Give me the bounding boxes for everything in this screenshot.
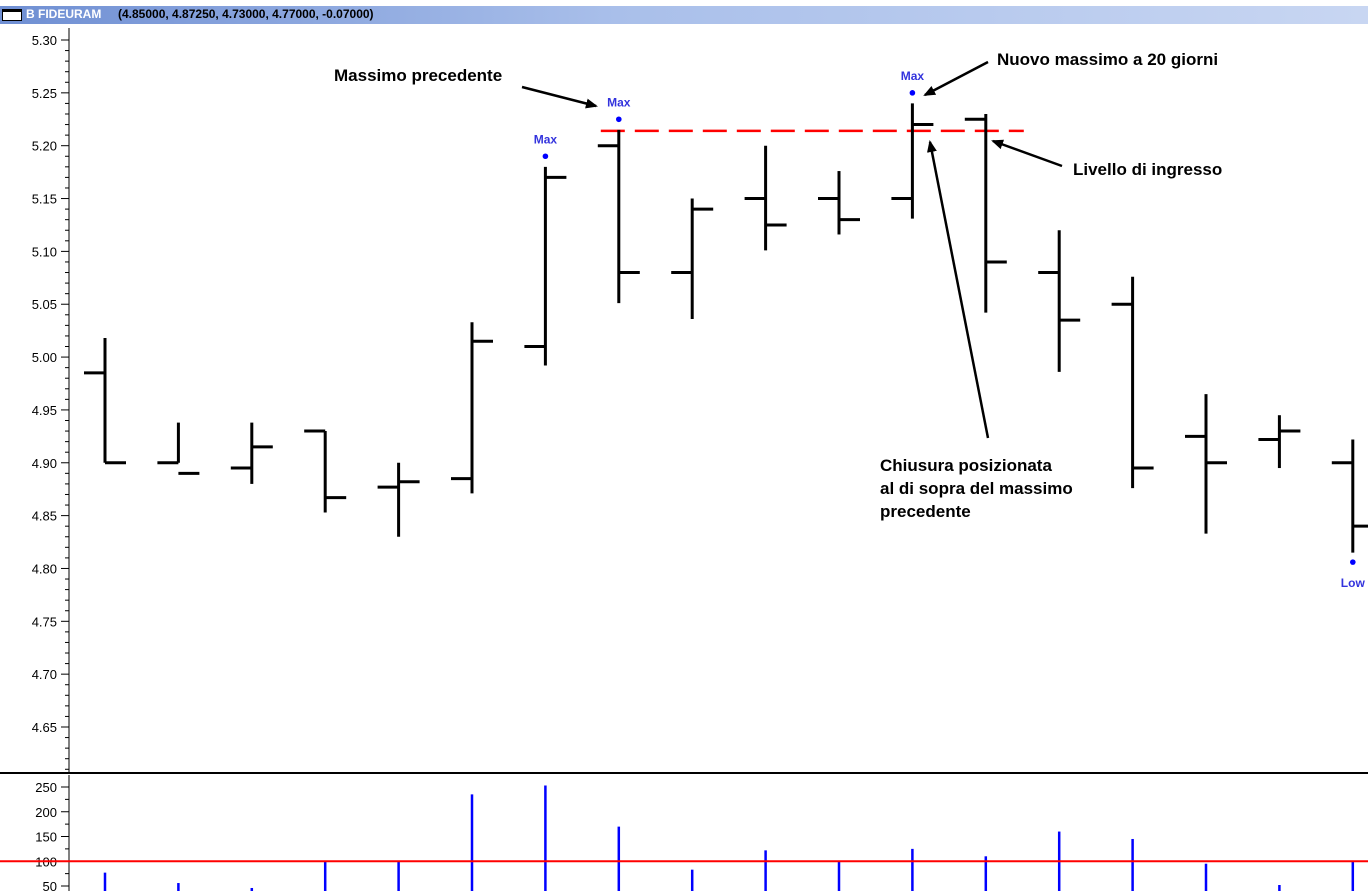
price-tick-label: 4.90	[32, 456, 57, 471]
price-tick-label: 4.75	[32, 614, 57, 629]
annotations: Massimo precedente Nuovo massimo a 20 gi…	[334, 50, 1222, 521]
annotation-close-line3: precedente	[880, 502, 971, 521]
marker-dot	[1350, 559, 1356, 565]
price-tick-label: 4.95	[32, 403, 57, 418]
price-pane: 5.30 5.25 5.20 5.15 5.10 5.05 5.00 4.95 4.90 4.85…	[0, 28, 1368, 774]
symbol-name: B FIDEURAM	[26, 7, 102, 21]
volume-tick-label: 200	[35, 805, 57, 820]
ohlc-bar	[597, 129, 640, 304]
annotation-new-high: Nuovo massimo a 20 giorni	[997, 50, 1218, 69]
arrow-entry-level	[991, 139, 1063, 168]
ohlc-bar	[304, 429, 347, 513]
price-tick-label: 5.00	[32, 350, 57, 365]
price-tick-label: 5.20	[32, 139, 57, 154]
ohlc-bar	[1258, 415, 1301, 469]
ohlc-bar	[377, 462, 420, 537]
marker-label: Max	[901, 69, 925, 83]
annotation-previous-high: Massimo precedente	[334, 66, 502, 85]
price-tick-label: 5.10	[32, 244, 57, 259]
ohlc-bar	[744, 145, 787, 251]
arrow-close-above	[927, 140, 990, 439]
marker-label: Low	[1341, 576, 1366, 590]
annotation-close-line2: al di sopra del massimo	[880, 479, 1073, 498]
annotation-close-line1: Chiusura posizionata	[880, 456, 1052, 475]
ohlc-bar	[1185, 394, 1227, 534]
price-tick-label: 4.70	[32, 667, 57, 682]
price-tick-label: 5.05	[32, 297, 57, 312]
ohlc-bar	[1038, 230, 1081, 372]
ohlc-readout: (4.85000, 4.87250, 4.73000, 4.77000, -0.…	[118, 7, 374, 21]
price-tick-label: 5.15	[32, 192, 57, 207]
ohlc-bar	[451, 322, 493, 494]
volume-tick-label: 150	[35, 830, 57, 845]
annotation-entry-level: Livello di ingresso	[1073, 160, 1222, 179]
ohlc-bar	[524, 166, 567, 366]
ohlc-bar	[84, 338, 126, 465]
marker-label: Max	[534, 132, 558, 146]
arrow-previous-high	[521, 85, 598, 109]
ohlc-bar	[818, 171, 860, 235]
ohlc-bar	[1331, 439, 1368, 553]
ohlc-bars	[84, 103, 1368, 553]
arrow-new-high	[923, 60, 989, 97]
ohlc-bar	[230, 422, 273, 484]
price-tick-label: 4.65	[32, 720, 57, 735]
marker-dot	[909, 90, 916, 96]
volume-tick-label: 250	[35, 780, 57, 795]
price-axis-ticks: 5.30 5.25 5.20 5.15 5.10 5.05 5.00 4.95 4.90 4.85…	[32, 33, 69, 770]
ohlc-bar	[671, 198, 714, 320]
price-tick-label: 5.30	[32, 33, 57, 48]
price-markers: Max Max Max Low	[534, 69, 1366, 590]
ohlc-bar	[964, 113, 1007, 313]
ohlc-bar	[157, 422, 200, 475]
volume-tick-label: 50	[43, 879, 57, 891]
window-title-bar: B FIDEURAM (4.85000, 4.87250, 4.73000, 4…	[0, 0, 1368, 28]
marker-dot	[542, 153, 549, 160]
price-tick-label: 5.25	[32, 86, 57, 101]
marker-dot	[616, 116, 622, 123]
price-tick-label: 4.80	[32, 561, 57, 576]
volume-bars	[103, 785, 1355, 891]
price-tick-label: 4.85	[32, 509, 57, 524]
window-icon[interactable]	[2, 9, 22, 21]
ohlc-bar	[1111, 276, 1154, 489]
marker-label: Max	[607, 95, 631, 109]
ohlc-bar	[891, 103, 934, 219]
title-strip	[0, 6, 1368, 24]
